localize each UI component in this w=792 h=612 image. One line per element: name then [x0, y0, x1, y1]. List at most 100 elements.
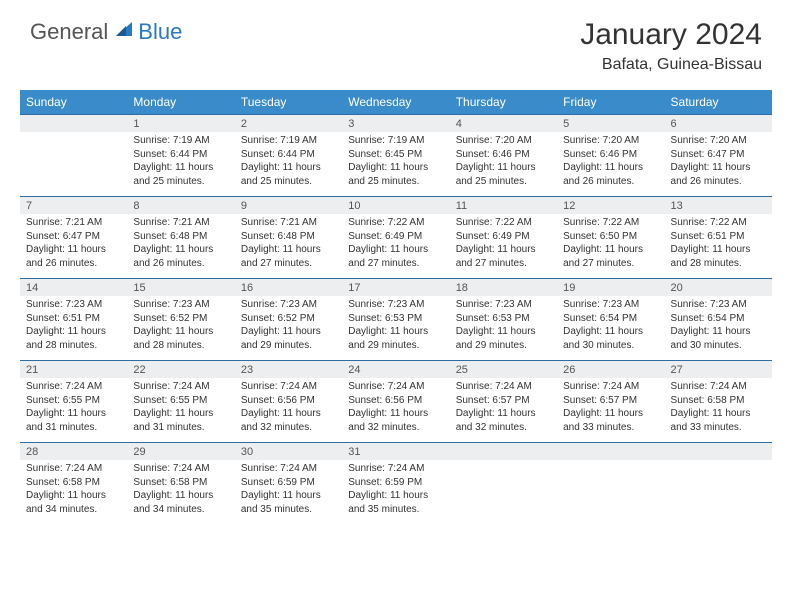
- sunrise-text: Sunrise: 7:20 AM: [456, 134, 551, 148]
- day-header: Sunday: [20, 90, 127, 115]
- daylight-text: Daylight: 11 hours: [671, 243, 766, 257]
- sunrise-text: Sunrise: 7:22 AM: [671, 216, 766, 230]
- day-cell: Sunrise: 7:23 AMSunset: 6:54 PMDaylight:…: [665, 296, 772, 361]
- sunset-text: Sunset: 6:46 PM: [563, 148, 658, 162]
- day-cell: Sunrise: 7:24 AMSunset: 6:57 PMDaylight:…: [450, 378, 557, 443]
- daylight-text: Daylight: 11 hours: [456, 161, 551, 175]
- sunrise-text: Sunrise: 7:21 AM: [26, 216, 121, 230]
- daylight-text: and 29 minutes.: [456, 339, 551, 353]
- daylight-text: Daylight: 11 hours: [563, 407, 658, 421]
- daylight-text: Daylight: 11 hours: [348, 325, 443, 339]
- sunset-text: Sunset: 6:59 PM: [241, 476, 336, 490]
- day-cell: Sunrise: 7:22 AMSunset: 6:49 PMDaylight:…: [450, 214, 557, 279]
- sunset-text: Sunset: 6:44 PM: [241, 148, 336, 162]
- day-cell: [665, 460, 772, 524]
- day-cell: Sunrise: 7:20 AMSunset: 6:46 PMDaylight:…: [557, 132, 664, 197]
- day-number: 5: [557, 115, 664, 133]
- sunrise-text: Sunrise: 7:23 AM: [348, 298, 443, 312]
- day-cell-row: Sunrise: 7:24 AMSunset: 6:58 PMDaylight:…: [20, 460, 772, 524]
- day-number: 20: [665, 279, 772, 297]
- daylight-text: and 28 minutes.: [671, 257, 766, 271]
- day-cell: Sunrise: 7:24 AMSunset: 6:58 PMDaylight:…: [127, 460, 234, 524]
- day-number: 3: [342, 115, 449, 133]
- sunrise-text: Sunrise: 7:24 AM: [241, 380, 336, 394]
- day-cell: [450, 460, 557, 524]
- sunset-text: Sunset: 6:44 PM: [133, 148, 228, 162]
- sunset-text: Sunset: 6:47 PM: [26, 230, 121, 244]
- day-number: 15: [127, 279, 234, 297]
- sail-icon: [114, 18, 136, 45]
- sunset-text: Sunset: 6:52 PM: [133, 312, 228, 326]
- logo: General Blue: [30, 18, 182, 45]
- day-cell: Sunrise: 7:20 AMSunset: 6:46 PMDaylight:…: [450, 132, 557, 197]
- day-header: Monday: [127, 90, 234, 115]
- day-cell: Sunrise: 7:23 AMSunset: 6:52 PMDaylight:…: [235, 296, 342, 361]
- daylight-text: and 35 minutes.: [241, 503, 336, 517]
- logo-text-general: General: [30, 19, 108, 45]
- daylight-text: Daylight: 11 hours: [456, 325, 551, 339]
- day-number: 6: [665, 115, 772, 133]
- day-number: [20, 115, 127, 133]
- daylight-text: Daylight: 11 hours: [133, 489, 228, 503]
- daylight-text: Daylight: 11 hours: [133, 243, 228, 257]
- daylight-text: and 25 minutes.: [133, 175, 228, 189]
- title-block: January 2024 Bafata, Guinea-Bissau: [580, 18, 762, 74]
- sunrise-text: Sunrise: 7:23 AM: [456, 298, 551, 312]
- sunset-text: Sunset: 6:59 PM: [348, 476, 443, 490]
- day-number: 4: [450, 115, 557, 133]
- sunset-text: Sunset: 6:58 PM: [133, 476, 228, 490]
- month-title: January 2024: [580, 18, 762, 52]
- daylight-text: Daylight: 11 hours: [671, 325, 766, 339]
- sunset-text: Sunset: 6:55 PM: [26, 394, 121, 408]
- day-number: 18: [450, 279, 557, 297]
- daylight-text: and 28 minutes.: [133, 339, 228, 353]
- day-header: Tuesday: [235, 90, 342, 115]
- day-number: 12: [557, 197, 664, 215]
- daylight-text: Daylight: 11 hours: [348, 489, 443, 503]
- day-header: Wednesday: [342, 90, 449, 115]
- day-number: 11: [450, 197, 557, 215]
- day-number: 27: [665, 361, 772, 379]
- day-number: 2: [235, 115, 342, 133]
- day-cell: Sunrise: 7:19 AMSunset: 6:44 PMDaylight:…: [127, 132, 234, 197]
- sunset-text: Sunset: 6:51 PM: [671, 230, 766, 244]
- sunrise-text: Sunrise: 7:24 AM: [671, 380, 766, 394]
- daylight-text: and 31 minutes.: [133, 421, 228, 435]
- daylight-text: and 28 minutes.: [26, 339, 121, 353]
- sunrise-text: Sunrise: 7:20 AM: [563, 134, 658, 148]
- daylight-text: and 34 minutes.: [26, 503, 121, 517]
- daylight-text: Daylight: 11 hours: [133, 325, 228, 339]
- daylight-text: and 27 minutes.: [456, 257, 551, 271]
- daylight-text: Daylight: 11 hours: [26, 407, 121, 421]
- day-number: 21: [20, 361, 127, 379]
- sunrise-text: Sunrise: 7:23 AM: [241, 298, 336, 312]
- day-cell: Sunrise: 7:22 AMSunset: 6:49 PMDaylight:…: [342, 214, 449, 279]
- sunset-text: Sunset: 6:56 PM: [348, 394, 443, 408]
- sunrise-text: Sunrise: 7:24 AM: [563, 380, 658, 394]
- daylight-text: Daylight: 11 hours: [456, 407, 551, 421]
- sunrise-text: Sunrise: 7:19 AM: [133, 134, 228, 148]
- header: General Blue January 2024 Bafata, Guinea…: [0, 0, 792, 84]
- day-cell: Sunrise: 7:20 AMSunset: 6:47 PMDaylight:…: [665, 132, 772, 197]
- day-cell: Sunrise: 7:24 AMSunset: 6:55 PMDaylight:…: [20, 378, 127, 443]
- sunrise-text: Sunrise: 7:20 AM: [671, 134, 766, 148]
- day-header: Friday: [557, 90, 664, 115]
- sunrise-text: Sunrise: 7:24 AM: [133, 380, 228, 394]
- day-number-row: 28293031: [20, 443, 772, 461]
- sunset-text: Sunset: 6:52 PM: [241, 312, 336, 326]
- day-cell: Sunrise: 7:21 AMSunset: 6:48 PMDaylight:…: [127, 214, 234, 279]
- daylight-text: and 32 minutes.: [348, 421, 443, 435]
- daylight-text: Daylight: 11 hours: [348, 161, 443, 175]
- day-cell-row: Sunrise: 7:19 AMSunset: 6:44 PMDaylight:…: [20, 132, 772, 197]
- sunset-text: Sunset: 6:57 PM: [563, 394, 658, 408]
- daylight-text: Daylight: 11 hours: [671, 161, 766, 175]
- day-number-row: 14151617181920: [20, 279, 772, 297]
- day-cell-row: Sunrise: 7:21 AMSunset: 6:47 PM Daylight:…: [20, 214, 772, 279]
- sunset-text: Sunset: 6:51 PM: [26, 312, 121, 326]
- day-cell: Sunrise: 7:23 AMSunset: 6:51 PMDaylight:…: [20, 296, 127, 361]
- day-number: 30: [235, 443, 342, 461]
- sunset-text: Sunset: 6:53 PM: [456, 312, 551, 326]
- sunrise-text: Sunrise: 7:24 AM: [348, 462, 443, 476]
- daylight-text: Daylight: 11 hours: [26, 325, 121, 339]
- day-number: 14: [20, 279, 127, 297]
